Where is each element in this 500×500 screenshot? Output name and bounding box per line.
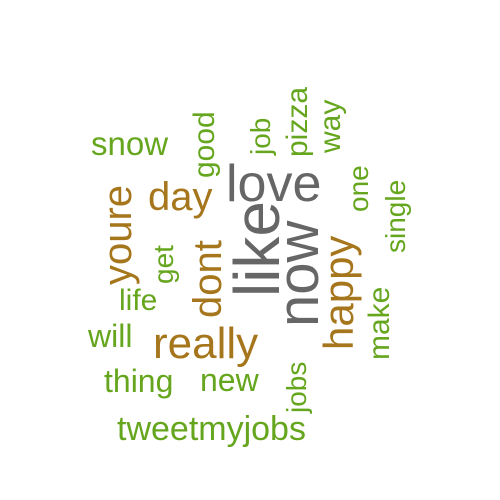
word-thing: thing <box>104 363 174 399</box>
word-day: day <box>148 175 213 219</box>
word-snow: snow <box>91 125 169 162</box>
word-single: single <box>380 179 411 253</box>
word-will: will <box>88 318 133 354</box>
word-new: new <box>200 362 259 398</box>
word-get: get <box>148 245 179 284</box>
word-dont: dont <box>186 240 230 318</box>
word-one: one <box>343 165 374 212</box>
word-happy: happy <box>315 235 362 350</box>
word-jobs: jobs <box>281 361 312 413</box>
word-good: good <box>188 111 221 178</box>
word-pizza: pizza <box>281 86 314 157</box>
word-youre: youre <box>96 184 140 285</box>
word-really: really <box>153 319 259 368</box>
word-job: job <box>245 117 276 155</box>
word-make: make <box>363 286 396 360</box>
word-life: life <box>119 284 158 317</box>
word-tweetmyjobs: tweetmyjobs <box>117 410 306 448</box>
word-love: love <box>226 155 322 213</box>
word-way: way <box>314 99 347 153</box>
